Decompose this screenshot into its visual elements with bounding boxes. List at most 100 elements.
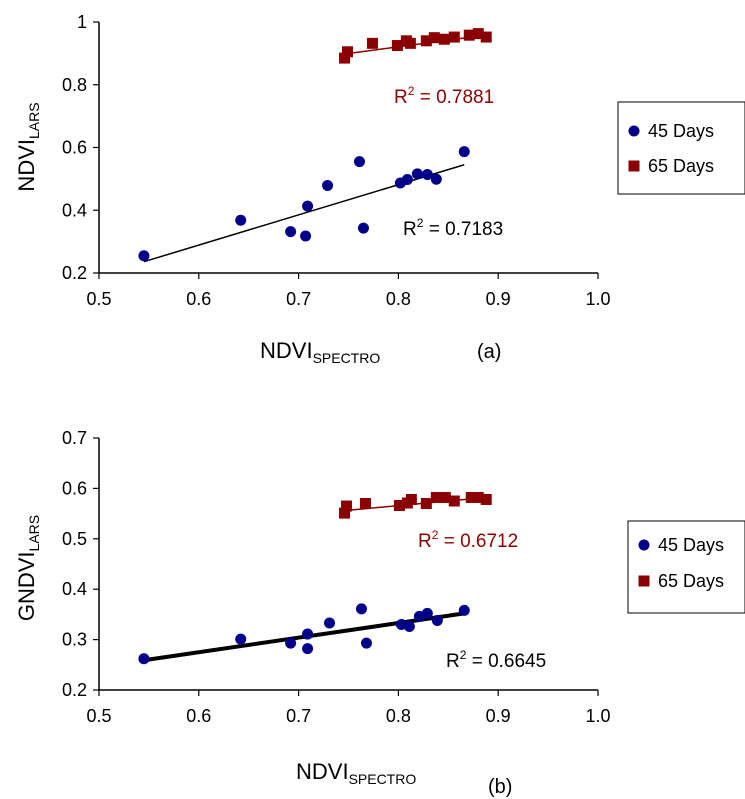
chart-panel-b: 0.5 0.6 0.7 0.8 0.9 1.0 0.2 0.3 0.4 0.5 0.6 0.7 GNDV… bbox=[14, 428, 745, 798]
legend-label-65-days: 65 Days bbox=[648, 156, 714, 176]
r2-annotation-65-days: R2 = 0.6712 bbox=[418, 528, 518, 552]
r2-annotation-45-days: R2 = 0.7183 bbox=[403, 216, 503, 240]
data-point-65-days bbox=[420, 35, 432, 47]
r2-superscript: 2 bbox=[432, 528, 439, 542]
panel-label: (b) bbox=[488, 776, 512, 798]
data-point-45-days bbox=[355, 603, 367, 615]
data-point-45-days bbox=[302, 200, 314, 212]
data-point-65-days bbox=[342, 46, 354, 58]
data-point-65-days bbox=[480, 31, 492, 43]
data-point-45-days bbox=[300, 230, 312, 242]
r2-symbol: R bbox=[418, 531, 432, 552]
data-point-65-days bbox=[448, 495, 460, 507]
y-axis-label-main: NDVI bbox=[14, 139, 39, 192]
x-tick-label: 0.7 bbox=[286, 289, 311, 309]
data-point-45-days bbox=[411, 168, 423, 180]
data-point-65-days bbox=[339, 52, 351, 64]
legend: 45 Days 65 Days bbox=[627, 520, 745, 614]
data-point-45-days bbox=[401, 174, 413, 186]
legend-marker-45-days bbox=[628, 125, 640, 137]
y-axis-label: GNDVILARS bbox=[14, 515, 42, 621]
data-point-45-days bbox=[430, 173, 442, 185]
r2-value: = 0.6712 bbox=[438, 531, 518, 552]
r2-annotation-65-days: R2 = 0.7881 bbox=[394, 84, 494, 108]
x-tick-label: 0.9 bbox=[486, 289, 511, 309]
data-point-65-days bbox=[405, 493, 417, 505]
y-axis-label-main: GNDVI bbox=[14, 551, 39, 621]
y-axis-label-sub: LARS bbox=[26, 102, 42, 139]
y-axis-label-sub: LARS bbox=[26, 515, 42, 552]
r2-superscript: 2 bbox=[408, 84, 415, 98]
data-point-65-days bbox=[428, 32, 440, 44]
x-axis-label: NDVISPECTRO bbox=[260, 338, 380, 366]
x-tick-label: 0.5 bbox=[86, 706, 111, 726]
data-point-45-days bbox=[138, 653, 150, 665]
x-axis-label-sub: SPECTRO bbox=[313, 350, 381, 366]
data-point-45-days bbox=[357, 222, 369, 234]
x-axis-label-sub: SPECTRO bbox=[349, 771, 417, 787]
legend-marker-45-days bbox=[638, 539, 650, 551]
data-point-65-days bbox=[439, 491, 451, 503]
data-point-65-days bbox=[448, 31, 460, 43]
x-tick-label: 0.6 bbox=[186, 289, 211, 309]
data-point-65-days bbox=[420, 498, 432, 510]
data-point-45-days bbox=[322, 179, 334, 191]
legend-label-45-days: 45 Days bbox=[658, 535, 724, 555]
y-axis-label: NDVILARS bbox=[14, 102, 42, 191]
data-point-65-days bbox=[472, 28, 484, 40]
data-point-65-days bbox=[366, 37, 378, 49]
data-point-65-days bbox=[359, 498, 371, 510]
data-point-45-days bbox=[302, 628, 314, 640]
y-tick-label: 0.2 bbox=[62, 263, 87, 283]
r2-value: = 0.6645 bbox=[466, 651, 546, 672]
data-point-65-days bbox=[438, 33, 450, 45]
x-tick-label: 0.5 bbox=[86, 289, 111, 309]
r2-superscript: 2 bbox=[460, 648, 467, 662]
data-point-65-days bbox=[393, 500, 405, 512]
x-tick-label: 0.9 bbox=[486, 706, 511, 726]
x-tick-label: 0.8 bbox=[386, 706, 411, 726]
x-tick-label: 0.8 bbox=[386, 289, 411, 309]
x-tick-label: 1.0 bbox=[585, 706, 610, 726]
y-tick-label: 0.6 bbox=[62, 478, 87, 498]
data-point-65-days bbox=[465, 491, 477, 503]
x-axis-label-main: NDVI bbox=[260, 338, 313, 363]
data-point-45-days bbox=[360, 637, 372, 649]
x-axis-label-main: NDVI bbox=[296, 759, 349, 784]
data-point-45-days bbox=[421, 607, 433, 619]
data-point-45-days bbox=[458, 146, 470, 158]
data-point-45-days bbox=[138, 250, 150, 262]
data-point-65-days bbox=[341, 500, 353, 512]
y-tick-label: 0.7 bbox=[62, 428, 87, 448]
r2-symbol: R bbox=[446, 651, 460, 672]
data-point-45-days bbox=[403, 620, 415, 632]
data-point-65-days bbox=[480, 493, 492, 505]
x-tick-label: 0.6 bbox=[186, 706, 211, 726]
r2-symbol: R bbox=[394, 87, 408, 108]
data-point-65-days bbox=[404, 37, 416, 49]
data-point-65-days bbox=[391, 40, 403, 52]
y-tick-label: 0.6 bbox=[62, 138, 87, 158]
legend-marker-65-days bbox=[628, 160, 640, 172]
y-tick-label: 0.4 bbox=[62, 200, 87, 220]
data-point-45-days bbox=[235, 214, 247, 226]
panel-label: (a) bbox=[477, 341, 501, 363]
legend-box bbox=[617, 101, 745, 195]
r2-symbol: R bbox=[403, 219, 417, 240]
data-point-45-days bbox=[421, 168, 433, 180]
x-axis-label: NDVISPECTRO bbox=[296, 759, 416, 787]
y-tick-label: 0.5 bbox=[62, 529, 87, 549]
x-tick-label: 1.0 bbox=[585, 289, 610, 309]
trendline-45-days bbox=[143, 164, 465, 263]
legend-label-45-days: 45 Days bbox=[648, 121, 714, 141]
data-point-45-days bbox=[285, 637, 297, 649]
data-point-45-days bbox=[458, 604, 470, 616]
y-tick-label: 0.4 bbox=[62, 579, 87, 599]
data-point-45-days bbox=[285, 226, 297, 238]
r2-value: = 0.7881 bbox=[414, 87, 494, 108]
y-tick-label: 1 bbox=[77, 12, 87, 32]
legend-marker-65-days bbox=[638, 575, 650, 587]
data-point-45-days bbox=[324, 617, 336, 629]
data-point-65-days bbox=[430, 491, 442, 503]
